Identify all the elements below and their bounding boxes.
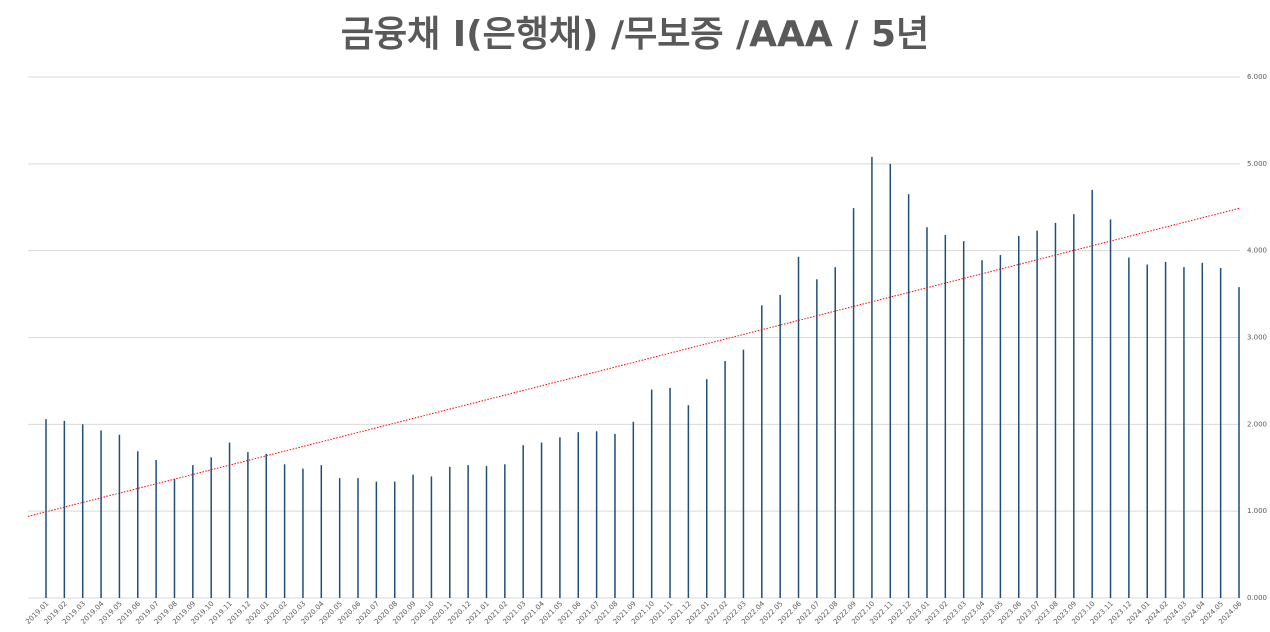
bar	[449, 466, 451, 598]
bar	[137, 451, 139, 598]
bar	[944, 235, 947, 598]
bar	[412, 474, 414, 598]
bar	[357, 478, 359, 598]
bar	[669, 387, 671, 598]
bar	[1073, 214, 1075, 599]
bar	[632, 421, 635, 598]
bar	[907, 194, 910, 598]
bar	[852, 208, 855, 598]
bar	[687, 405, 690, 598]
bar	[650, 389, 653, 598]
bar	[577, 432, 580, 598]
bar	[705, 379, 708, 598]
bar	[889, 163, 892, 599]
y-tick-label: 6.000	[1247, 73, 1267, 81]
bar	[302, 468, 304, 598]
bar	[430, 476, 433, 598]
bar	[375, 481, 378, 598]
bar	[45, 419, 47, 598]
bar	[100, 430, 102, 598]
bar	[779, 294, 781, 598]
bar	[724, 360, 726, 598]
bar	[1238, 287, 1240, 598]
y-tick-label: 0.000	[1247, 594, 1267, 602]
bar	[1091, 189, 1093, 598]
y-tick-label: 1.000	[1247, 507, 1267, 515]
bar	[962, 241, 965, 599]
chart-title: 금융채 I(은행채) /무보증 /AAA / 5년	[341, 14, 929, 55]
bar	[1146, 264, 1148, 598]
y-tick-label: 4.000	[1247, 247, 1267, 255]
bar	[1109, 219, 1112, 598]
bar	[816, 279, 818, 598]
bar	[522, 445, 524, 598]
bar	[1183, 267, 1185, 598]
bar	[742, 349, 745, 598]
bar	[797, 256, 800, 598]
bar	[926, 227, 928, 598]
y-tick-label: 3.000	[1247, 334, 1267, 342]
bar	[834, 267, 836, 598]
bar	[338, 478, 341, 598]
bar	[1201, 262, 1204, 598]
bar	[1018, 235, 1020, 598]
y-tick-label: 2.000	[1247, 420, 1267, 428]
bar	[1054, 222, 1057, 598]
bar	[559, 437, 561, 598]
bar	[81, 424, 84, 598]
bar	[283, 464, 286, 598]
bar	[1219, 268, 1222, 598]
bar	[761, 305, 763, 598]
bar	[467, 465, 469, 598]
bar	[614, 433, 616, 598]
bar	[173, 479, 176, 598]
bar	[155, 459, 157, 598]
bar	[247, 452, 249, 598]
trendline	[27, 207, 1241, 517]
bar	[595, 431, 598, 598]
bar	[485, 466, 488, 598]
bar	[265, 453, 267, 598]
bar	[504, 464, 506, 598]
bar	[192, 465, 194, 598]
bar	[228, 442, 231, 598]
bar	[63, 420, 66, 598]
y-tick-label: 5.000	[1247, 160, 1267, 168]
bar	[999, 255, 1002, 598]
bar	[871, 156, 873, 599]
bar	[540, 442, 543, 598]
bar	[981, 260, 983, 598]
bar	[1036, 230, 1038, 598]
bar	[1128, 257, 1130, 598]
bar	[210, 457, 212, 598]
bar	[1164, 261, 1167, 598]
bar	[393, 481, 396, 598]
bar	[320, 465, 323, 598]
bar	[118, 434, 121, 598]
